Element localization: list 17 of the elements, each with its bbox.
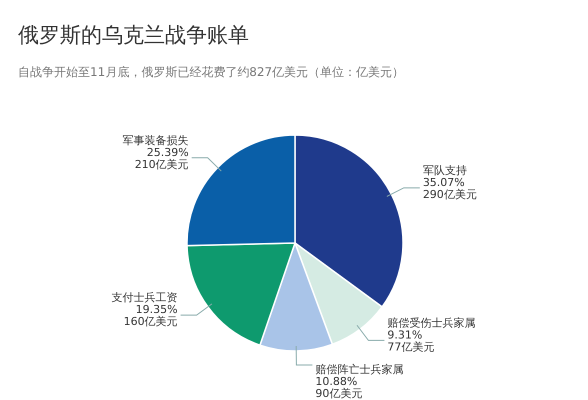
chart-title: 俄罗斯的乌克兰战争账单 — [18, 23, 249, 47]
text: 10.88% — [315, 374, 358, 388]
data-label: 90亿美元 — [315, 386, 362, 400]
slice-label: 赔偿阵亡士兵家属 — [315, 362, 404, 376]
data-label: 210亿美元 — [134, 158, 189, 171]
data-label: 290亿美元 — [422, 188, 477, 201]
chart-subtitle: 自战争开始至11月底，俄罗斯已经花费了约827亿美元（单位：亿美元） — [18, 65, 404, 79]
slice-label: 支付士兵工资 — [112, 291, 178, 304]
slice-label: 军队支持 — [422, 164, 467, 177]
slice-label: 军事装备损失 — [122, 134, 189, 147]
text: 9.31% — [387, 328, 422, 342]
text: 19.35% — [136, 303, 178, 316]
data-label: 160亿美元 — [124, 315, 178, 328]
text: 35.07% — [422, 176, 465, 189]
text: 25.39% — [146, 146, 189, 159]
data-label: 77亿美元 — [387, 340, 434, 354]
slice-label: 赔偿受伤士兵家属 — [387, 316, 476, 330]
